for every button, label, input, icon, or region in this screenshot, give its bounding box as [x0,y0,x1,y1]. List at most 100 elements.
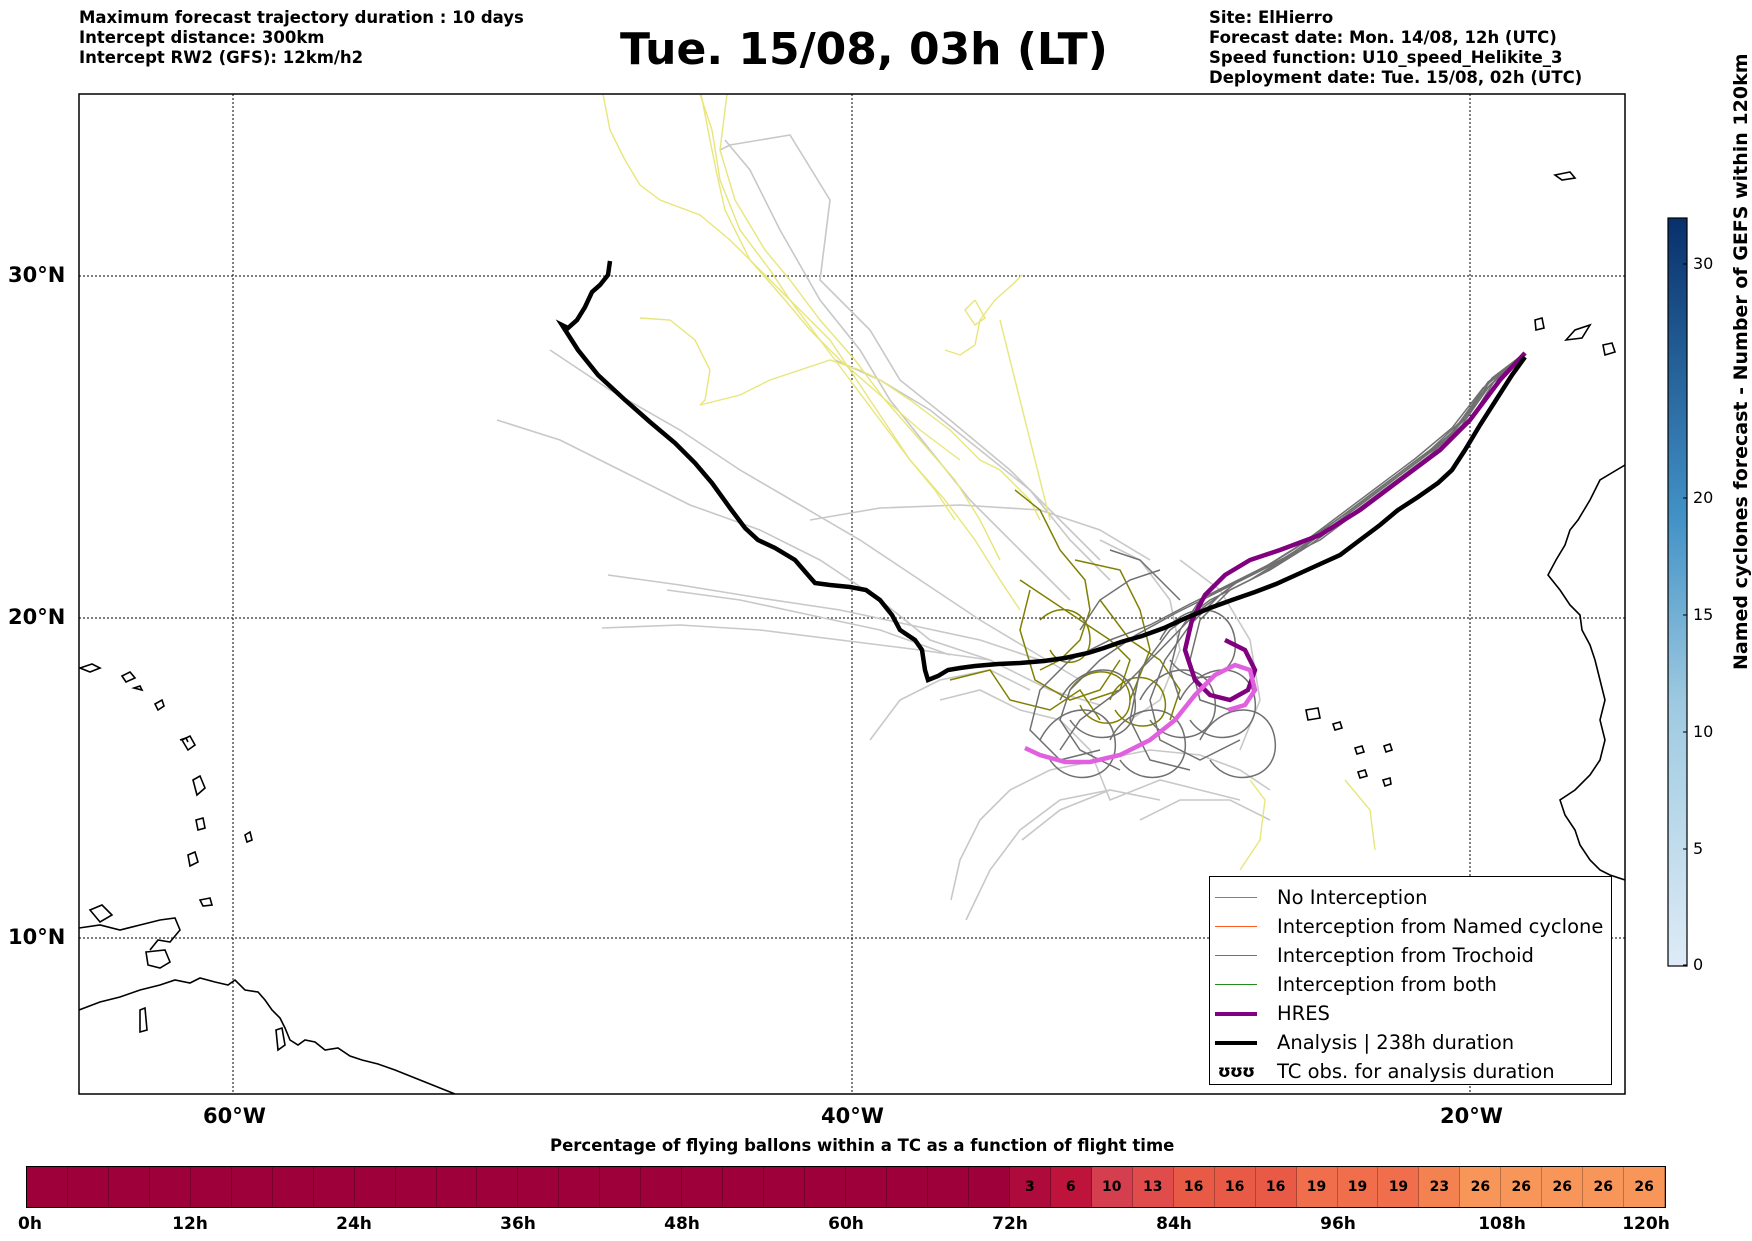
lat-label-20n: 20°N [8,605,66,629]
colorbar-ticks [1683,263,1687,966]
leeward-island-8 [244,830,253,844]
header-right-info: Site: ElHierro Forecast date: Mon. 14/08… [1209,8,1582,88]
legend-swatch-both [1215,984,1257,985]
colorbar-gradient [1667,217,1688,967]
dark-track-6 [1029,352,1526,761]
percentage-tick-label: 48h [664,1214,700,1234]
legend-label-named-cyclone: Interception from Named cyclone [1277,915,1604,938]
yellow-track-2 [699,94,1021,611]
coastlines [79,171,1625,1094]
header-left-info: Maximum forecast trajectory duration : 1… [79,8,524,68]
percentage-cell [231,1167,273,1207]
track-light-13 [939,689,1241,802]
canary-island-1 [1563,323,1592,342]
lat-label-10n: 10°N [8,925,66,949]
track-light-2 [549,349,1081,681]
trochoid-track-7 [1109,676,1166,727]
percentage-tick-label: 84h [1156,1214,1192,1234]
colorbar-tick-0: 0 [1693,955,1704,974]
colorbar-tick-10: 10 [1693,722,1714,741]
yellow-tracks [602,94,1376,871]
cape-verde-1 [1305,707,1321,721]
track-light-12 [1021,789,1111,841]
track-light-3 [607,574,1041,661]
leeward-island-9 [139,1006,148,1034]
percentage-tick-label: 120h [1622,1214,1670,1234]
lon-label-60w: 60°W [203,1104,266,1128]
legend-label-no-interception: No Interception [1277,886,1428,909]
lon-label-40w: 40°W [821,1104,884,1128]
percentage-cell [272,1167,314,1207]
dark-track-9 [1199,709,1276,779]
legend-item-hres: HRES [1210,999,1611,1028]
colorbar-tick-5: 5 [1693,839,1704,858]
hres-track [1182,351,1527,703]
dark-track-12 [1059,669,1136,739]
percentage-cell [108,1167,150,1207]
leeward-island-7 [120,671,137,684]
yellow-track-9 [999,319,1051,521]
trochoid-track-4 [949,669,1101,721]
legend-swatch-hres [1215,1011,1257,1016]
legend-label-analysis: Analysis | 238h duration [1277,1031,1515,1054]
map-legend: No Interception Interception from Named … [1209,876,1612,1085]
intercept-rw2-text: Intercept RW2 (GFS): 12km/h2 [79,48,364,67]
percentage-cell [641,1167,683,1207]
legend-label-both: Interception from both [1277,973,1497,996]
legend-item-named-cyclone: Interception from Named cyclone [1210,912,1611,941]
percentage-cell [354,1167,396,1207]
lat-label-30n: 30°N [8,263,66,287]
madeira-island [1553,171,1577,181]
percentage-tick-label: 12h [172,1214,208,1234]
virgin-island-2 [79,663,102,673]
legend-item-trochoid: Interception from Trochoid [1210,941,1611,970]
legend-swatch-named-cyclone [1215,926,1257,927]
percentage-cell: 13 [1132,1167,1174,1207]
percentage-cell: 3 [1009,1167,1051,1207]
dark-track-15 [1109,549,1181,601]
percentage-cell: 26 [1460,1167,1502,1207]
caribbean-coast-north [79,917,181,951]
percentage-cell: 16 [1173,1167,1215,1207]
percentage-cell [723,1167,765,1207]
percentage-cell: 19 [1378,1167,1420,1207]
dark-track-16 [1079,569,1161,631]
percentage-cell [682,1167,724,1207]
yellow-track-4 [700,94,961,461]
trochoid-track-6 [1099,599,1181,721]
lon-label-20w: 20°W [1440,1104,1503,1128]
canary-island-2 [1602,342,1617,357]
percentage-cell [968,1167,1010,1207]
tc-obs-symbol-icon: ʊʊʊ [1217,1061,1255,1082]
leeward-island-2 [192,774,206,797]
caribbean-island-1 [88,904,114,924]
yellow-track-8 [964,299,986,326]
track-light-5 [601,624,991,661]
cape-verde-3 [1382,742,1394,754]
south-america-coast [79,977,456,1094]
yellow-track-6 [699,359,1041,521]
map-frame [78,93,1626,1095]
legend-item-no-interception: No Interception [1210,883,1611,912]
dark-track-8 [1179,669,1256,739]
trochoid-track-8 [1069,671,1131,724]
track-light-11 [965,789,1161,921]
percentage-cell [805,1167,847,1207]
percentage-cell [436,1167,478,1207]
violet-track [1024,662,1258,765]
legend-label-trochoid: Interception from Trochoid [1277,944,1534,967]
legend-item-both: Interception from both [1210,970,1611,999]
percentage-cell: 26 [1624,1167,1666,1207]
virgin-island-1 [131,685,144,692]
percentage-cell [67,1167,109,1207]
site-text: Site: ElHierro [1209,8,1334,27]
dark-track-7 [1059,352,1526,771]
leeward-island-6 [153,698,165,712]
legend-swatch-trochoid [1215,955,1257,956]
caribbean-island-2 [198,897,214,907]
yellow-track-7 [944,274,1023,356]
cape-verde-6 [1331,721,1344,731]
percentage-cell: 26 [1583,1167,1625,1207]
leeward-island-10 [275,1026,286,1052]
track-light-6 [809,504,1151,561]
